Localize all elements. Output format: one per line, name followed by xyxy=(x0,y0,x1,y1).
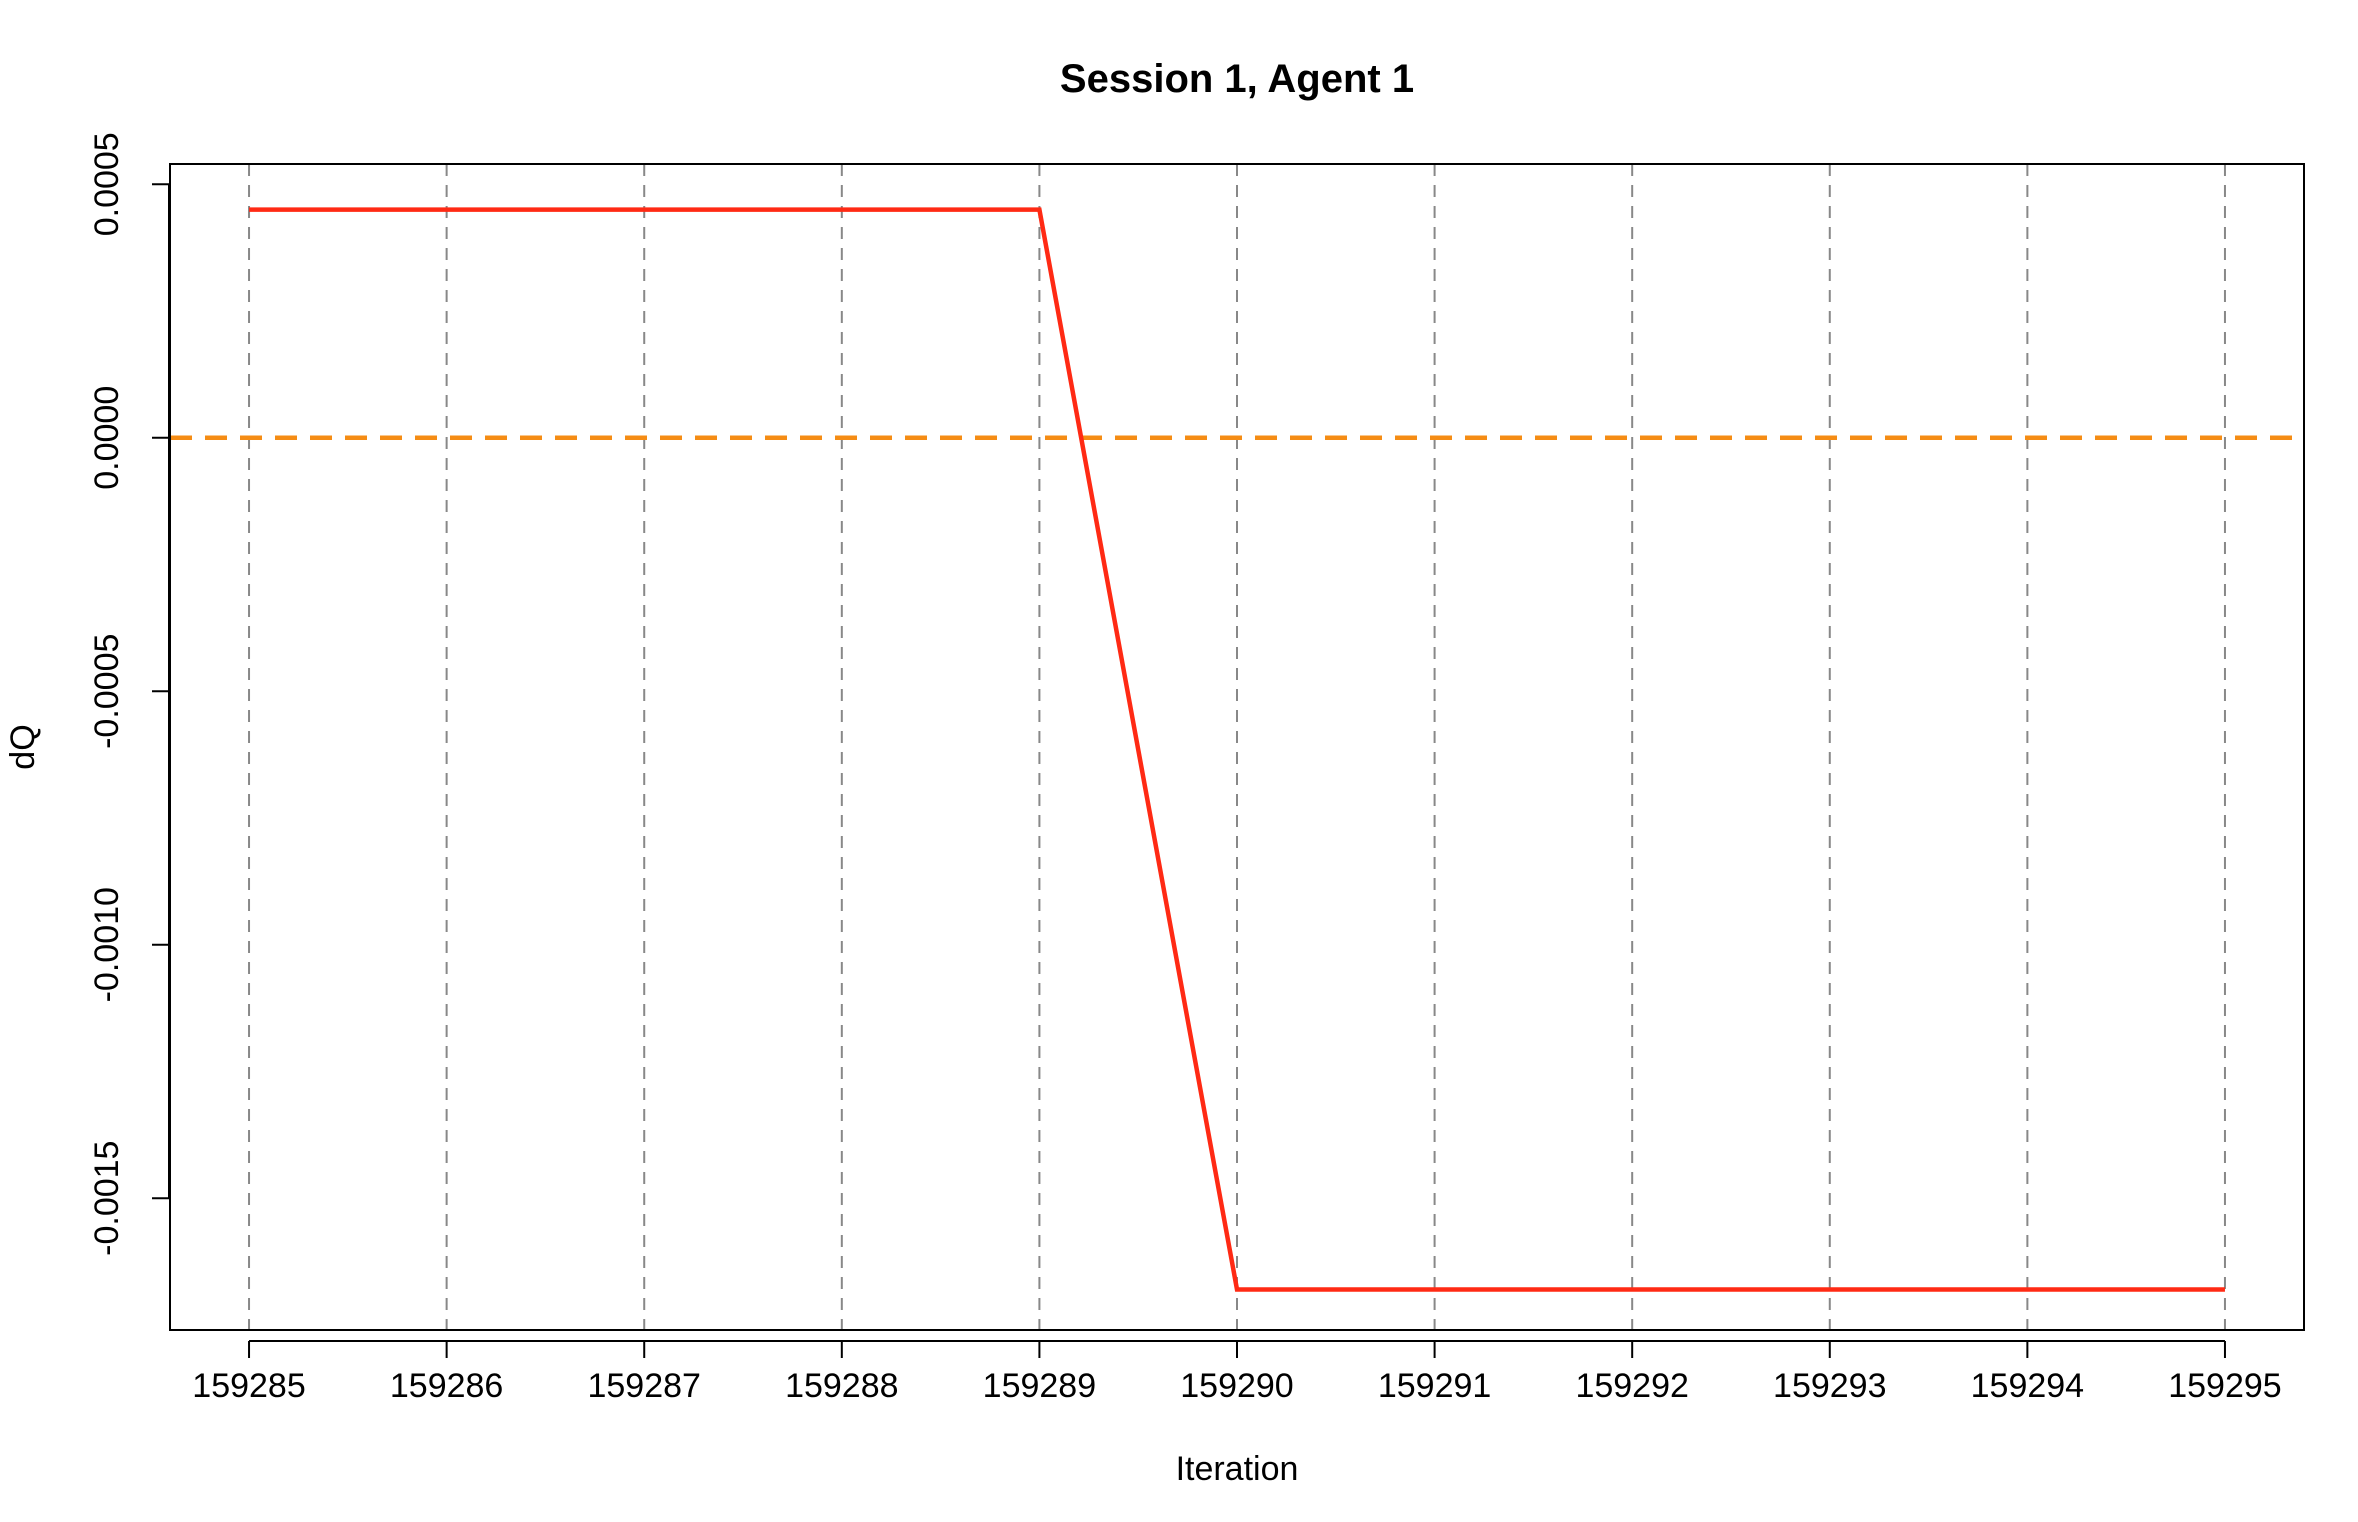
x-tick-label-1: 159286 xyxy=(390,1367,503,1405)
x-axis: 159285 159286 159287 159288 159289 159290 1592… xyxy=(192,1340,2282,1405)
x-axis-label: Iteration xyxy=(1176,1450,1299,1488)
x-tick-label-3: 159288 xyxy=(785,1367,898,1405)
y-tick-label-3: -0.0010 xyxy=(88,887,126,1002)
y-tick-label-1: 0.0000 xyxy=(88,386,126,490)
reference-lines xyxy=(170,164,2304,1330)
y-tick-label-0: 0.0005 xyxy=(88,132,126,236)
x-tick-label-10: 159295 xyxy=(2168,1367,2281,1405)
chart-title: Session 1, Agent 1 xyxy=(1060,57,1414,101)
x-tick-label-4: 159289 xyxy=(983,1367,1096,1405)
x-tick-label-7: 159292 xyxy=(1575,1367,1688,1405)
y-axis-label: dQ xyxy=(4,724,42,769)
series-layer xyxy=(249,207,2225,1292)
x-tick-label-8: 159293 xyxy=(1773,1367,1886,1405)
y-tick-label-4: -0.0015 xyxy=(88,1141,126,1256)
x-tick-label-2: 159287 xyxy=(587,1367,700,1405)
x-tick-label-6: 159291 xyxy=(1378,1367,1491,1405)
y-tick-label-2: -0.0005 xyxy=(88,634,126,749)
series-line-0 xyxy=(249,207,2225,1292)
y-axis: 0.0005 0.0000 -0.0005 -0.0010 -0.0015 xyxy=(88,132,170,1256)
x-tick-label-5: 159290 xyxy=(1180,1367,1293,1405)
x-tick-label-9: 159294 xyxy=(1971,1367,2084,1405)
x-tick-label-0: 159285 xyxy=(192,1367,305,1405)
